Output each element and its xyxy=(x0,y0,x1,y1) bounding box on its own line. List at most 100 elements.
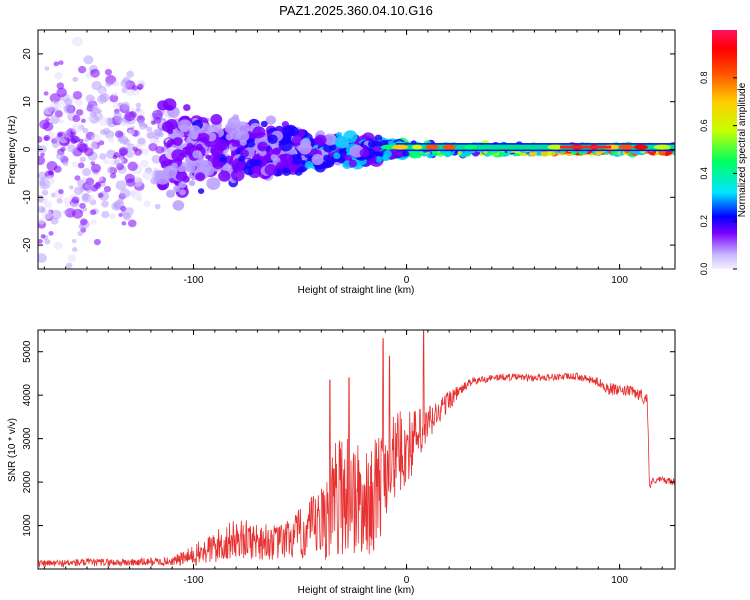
heatmap-cell xyxy=(113,80,120,87)
heatmap-cell xyxy=(314,134,327,146)
heatmap-cell xyxy=(54,71,63,80)
heatmap-cell xyxy=(374,134,383,142)
heatmap-cell xyxy=(113,111,122,120)
heatmap-cell xyxy=(210,144,224,157)
heatmap-cell xyxy=(56,82,65,90)
heatmap-cell xyxy=(81,118,86,124)
heatmap-cell xyxy=(117,156,125,163)
heatmap-cell xyxy=(238,155,246,162)
heatmap-cell xyxy=(114,130,124,138)
heatmap-cell xyxy=(62,160,69,166)
x-tick-label: 0 xyxy=(404,275,410,286)
spectrogram-heatmap xyxy=(38,36,675,269)
heatmap-cell xyxy=(131,85,138,91)
heatmap-cell xyxy=(323,154,331,162)
heatmap-cell xyxy=(85,182,93,190)
heatmap-cell xyxy=(359,148,370,158)
heatmap-cell xyxy=(122,212,132,221)
heatmap-cell xyxy=(183,104,191,111)
x-tick-label: -100 xyxy=(184,575,204,586)
heatmap-cell xyxy=(118,146,129,156)
heatmap-cell xyxy=(44,238,51,245)
heatmap-cell xyxy=(311,154,324,166)
snr-ticks: -100 0 100 1000 2000 3000 4000 5000 xyxy=(22,330,675,586)
heatmap-cell xyxy=(71,161,78,168)
heatmap-cell xyxy=(81,168,91,177)
heatmap-cell xyxy=(127,219,137,228)
heatmap-cell xyxy=(298,142,312,155)
heatmap-cell xyxy=(97,192,104,198)
heatmap-cell xyxy=(151,154,162,164)
heatmap-cell xyxy=(38,253,47,263)
heatmap-cell xyxy=(97,87,106,95)
heatmap-cell xyxy=(80,218,88,226)
heatmap-cell xyxy=(148,142,158,152)
y-tick-label: 20 xyxy=(22,48,33,60)
heatmap-cell xyxy=(58,188,64,195)
heatmap-cell xyxy=(178,181,187,189)
heatmap-cell xyxy=(163,165,178,179)
heatmap-cell xyxy=(39,119,50,130)
heatmap-cell xyxy=(56,198,63,204)
y-tick-label: 4000 xyxy=(22,384,33,407)
heatmap-cell xyxy=(109,94,119,103)
colorbar-ticks: 0.0 0.2 0.4 0.6 0.8 xyxy=(699,72,737,275)
heatmap-cell xyxy=(171,162,178,169)
heatmap-cell xyxy=(74,175,81,181)
heatmap-cell xyxy=(195,143,203,151)
heatmap-cell xyxy=(179,189,186,196)
heatmap-cell xyxy=(50,209,62,220)
heatmap-cell xyxy=(304,161,314,169)
heatmap-cell xyxy=(348,159,357,168)
heatmap-cell xyxy=(78,65,87,74)
colorbar-gradient xyxy=(712,30,737,269)
heatmap-cell xyxy=(105,81,112,87)
heatmap-cell xyxy=(97,94,108,104)
heatmap-cell xyxy=(41,189,49,196)
heatmap-cell xyxy=(120,205,127,212)
heatmap-cell xyxy=(230,169,245,182)
heatmap-cell xyxy=(102,158,110,165)
heatmap-cell xyxy=(153,138,160,145)
heatmap-cell xyxy=(135,107,141,112)
heatmap-cell xyxy=(73,186,84,196)
heatmap-cell xyxy=(72,36,83,47)
carrier-peak xyxy=(633,144,648,150)
heatmap-cell xyxy=(58,60,64,66)
y-tick-label: 0 xyxy=(22,146,33,152)
heatmap-cell xyxy=(198,132,210,143)
heatmap-cell xyxy=(78,143,89,153)
heatmap-cell xyxy=(101,210,110,219)
heatmap-cell xyxy=(143,200,151,207)
colorbar: 0.0 0.2 0.4 0.6 0.8 Normalized spectral ampl… xyxy=(699,30,748,275)
heatmap-cell xyxy=(109,172,117,179)
heatmap-cell xyxy=(264,164,278,176)
heatmap-cell xyxy=(120,169,126,175)
colorbar-tick-label: 0.4 xyxy=(699,167,709,180)
heatmap-cell xyxy=(64,202,70,208)
y-tick-label: 3000 xyxy=(22,427,33,450)
heatmap-cell xyxy=(76,109,84,116)
heatmap-cell xyxy=(89,209,97,216)
heatmap-cell xyxy=(38,155,46,166)
heatmap-cell xyxy=(38,238,43,244)
heatmap-cell xyxy=(57,132,63,138)
heatmap-cell xyxy=(44,136,49,141)
heatmap-cell xyxy=(72,91,83,100)
heatmap-cell xyxy=(112,91,118,97)
heatmap-cell xyxy=(72,246,78,252)
heatmap-cell xyxy=(38,218,45,225)
heatmap-cell xyxy=(254,159,263,167)
heatmap-cell xyxy=(152,109,163,120)
heatmap-cell xyxy=(134,148,143,156)
heatmap-cell xyxy=(294,168,303,176)
heatmap-cell xyxy=(78,138,84,144)
spectrogram-y-axis-label: Frequency (Hz) xyxy=(7,116,18,185)
heatmap-cell xyxy=(113,152,120,158)
heatmap-cell xyxy=(79,202,86,209)
heatmap-cell xyxy=(49,93,61,103)
heatmap-cell xyxy=(69,185,74,190)
heatmap-cell xyxy=(192,150,202,159)
heatmap-cell xyxy=(84,137,90,143)
